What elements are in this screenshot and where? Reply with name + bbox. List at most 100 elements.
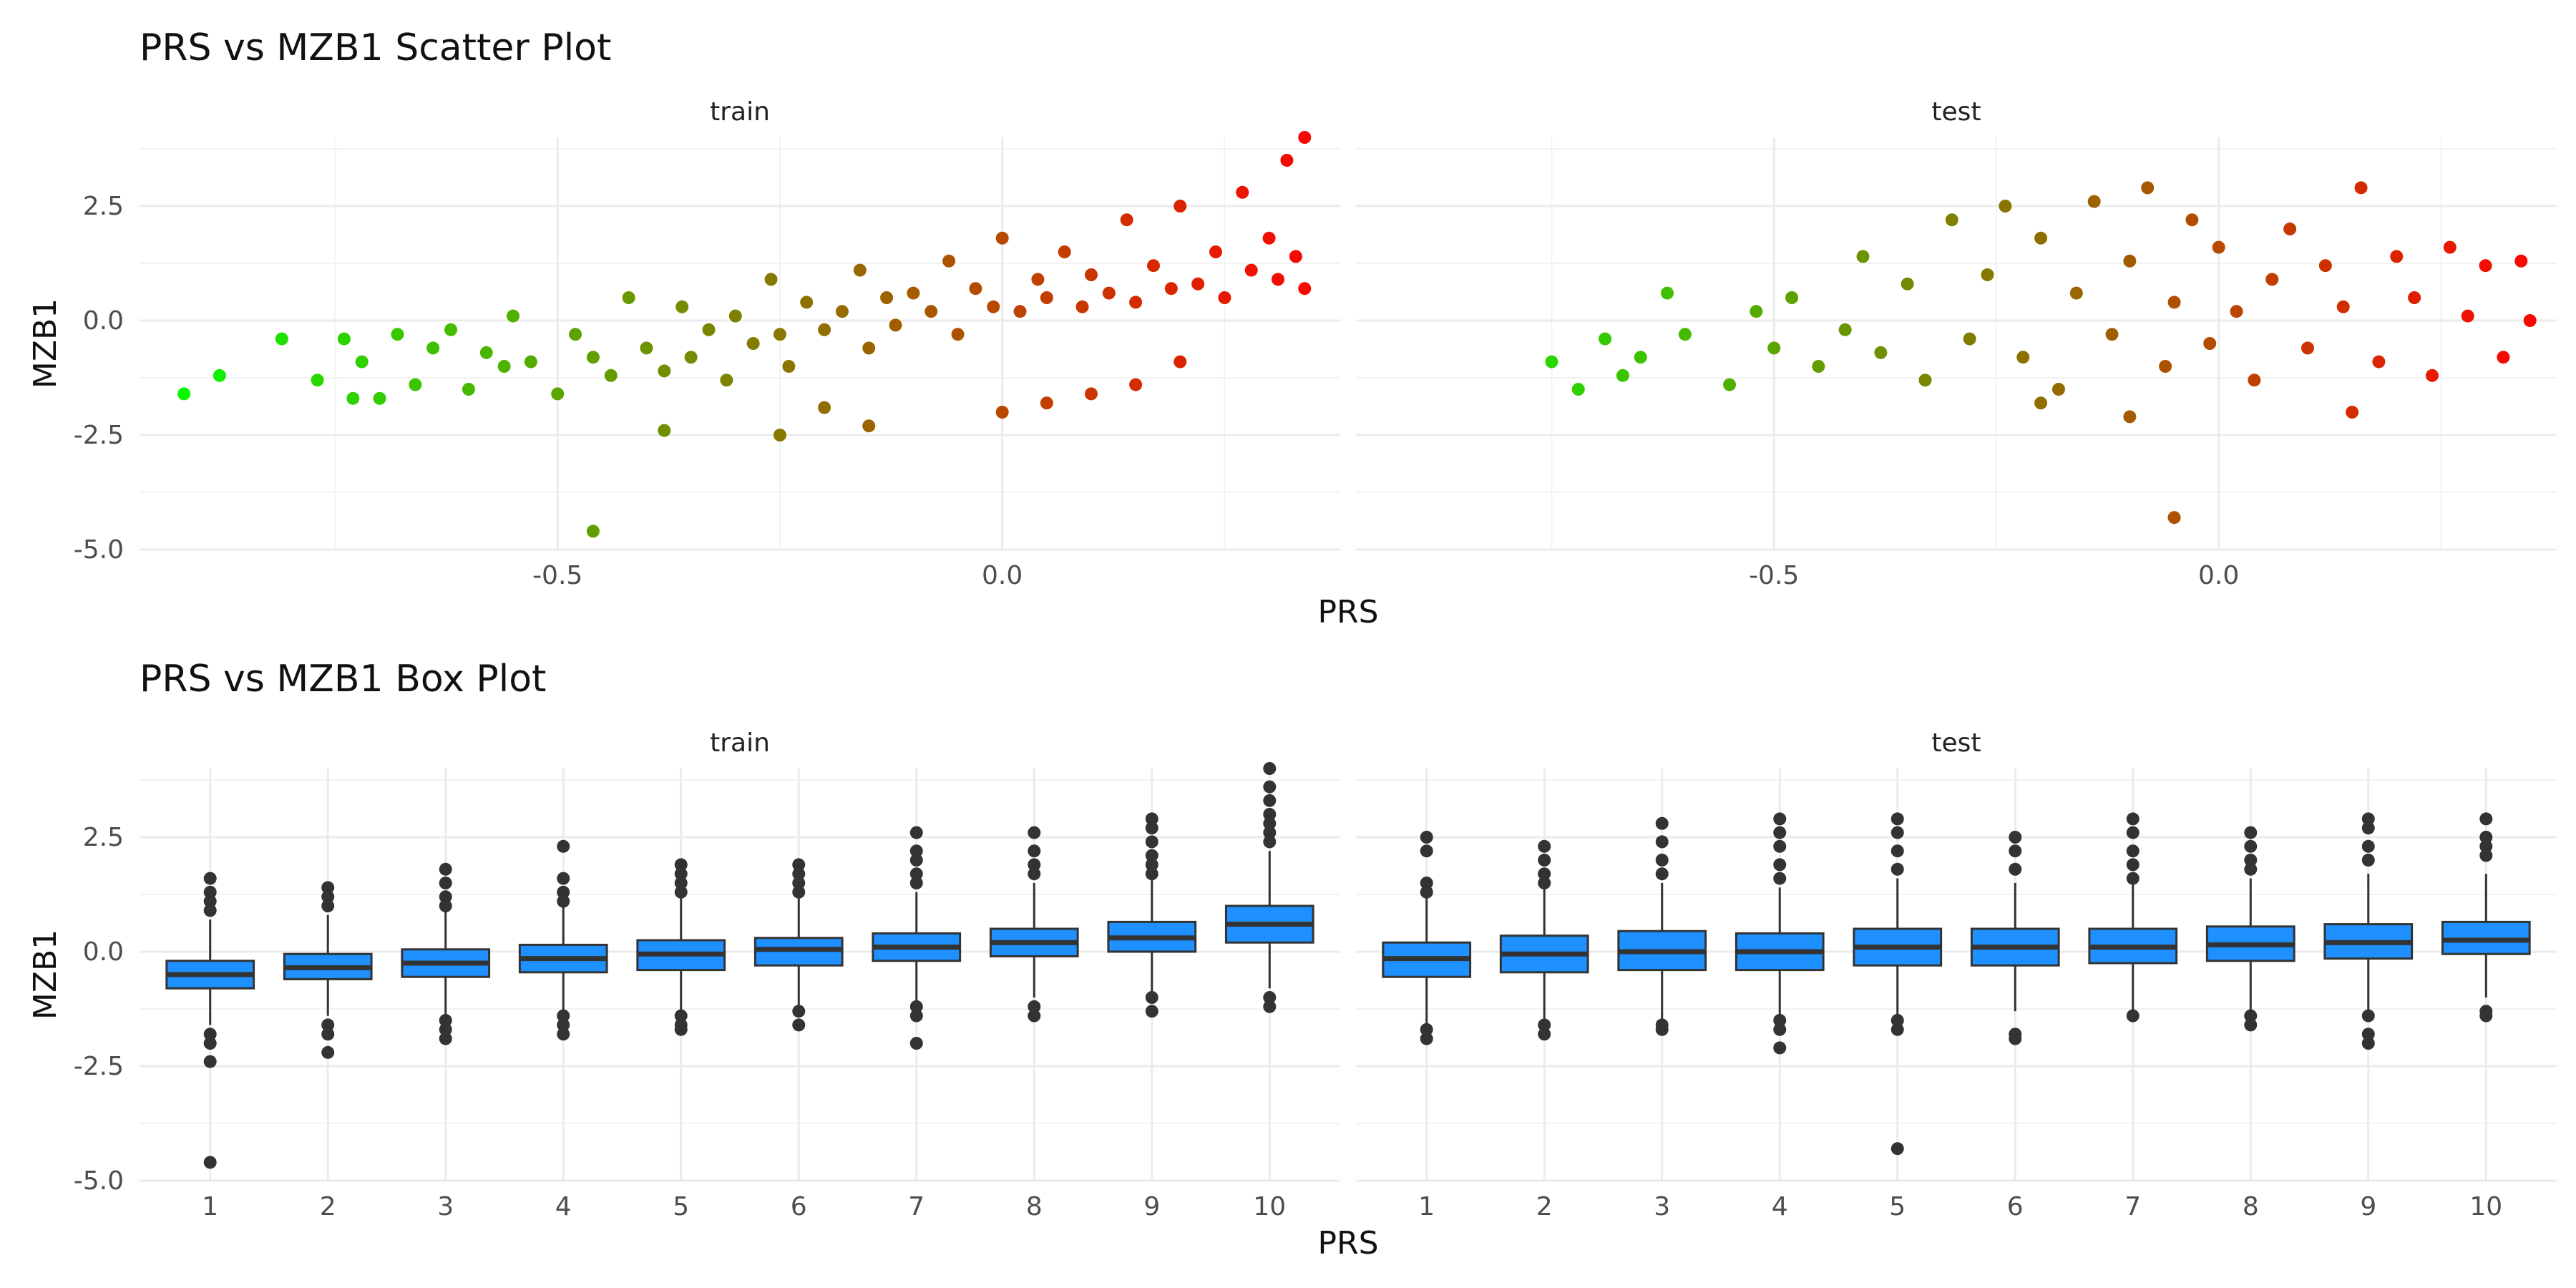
scatter-point bbox=[337, 332, 351, 346]
outlier-point bbox=[203, 904, 217, 917]
scatter-point bbox=[987, 300, 1000, 313]
box-9 bbox=[2323, 812, 2414, 1050]
outlier-point bbox=[1145, 991, 1158, 1004]
y-tick-label: -2.5 bbox=[74, 421, 124, 450]
outlier-point bbox=[1263, 1000, 1277, 1013]
scatter-point bbox=[2123, 410, 2137, 424]
scatter-point bbox=[773, 429, 786, 441]
scatter-point bbox=[2203, 337, 2217, 350]
scatter-point bbox=[1031, 273, 1045, 286]
outlier-point bbox=[1773, 1014, 1787, 1027]
outlier-point bbox=[439, 899, 452, 912]
scatter-point bbox=[1084, 268, 1098, 281]
outlier-point bbox=[674, 885, 688, 899]
scatter-point bbox=[1218, 291, 1231, 304]
outlier-point bbox=[203, 894, 217, 908]
scatter-point bbox=[1271, 273, 1284, 286]
outlier-point bbox=[1145, 858, 1158, 872]
scatter-point bbox=[2523, 314, 2537, 327]
scatter-point bbox=[2087, 195, 2101, 208]
box-5 bbox=[1853, 812, 1943, 1156]
outlier-point bbox=[1420, 844, 1433, 858]
outlier-point bbox=[1655, 835, 1669, 849]
scatter-point bbox=[1129, 378, 1143, 391]
scatter-point bbox=[1129, 296, 1143, 309]
x-tick-label: 10 bbox=[2469, 1192, 2502, 1221]
scatter-point bbox=[1999, 200, 2012, 213]
scatter-point bbox=[2425, 369, 2439, 382]
scatter-point bbox=[818, 323, 831, 336]
scatter-point bbox=[835, 305, 849, 318]
box-strip-test: test bbox=[1931, 728, 1981, 758]
scatter-point bbox=[995, 406, 1009, 419]
outlier-point bbox=[909, 854, 923, 867]
scatter-point bbox=[2283, 223, 2297, 235]
outlier-point bbox=[792, 1005, 806, 1018]
scatter-point bbox=[2354, 181, 2368, 195]
box-4 bbox=[518, 839, 608, 1041]
outlier-point bbox=[1028, 858, 1041, 872]
box-6 bbox=[753, 858, 844, 1032]
outlier-point bbox=[1773, 858, 1787, 872]
outlier-point bbox=[1028, 867, 1041, 881]
scatter-point bbox=[969, 282, 982, 296]
scatter-point bbox=[1901, 277, 1914, 291]
outlier-point bbox=[203, 1055, 217, 1068]
box-8 bbox=[2205, 826, 2296, 1032]
outlier-point bbox=[1263, 808, 1277, 821]
scatter-point bbox=[1244, 263, 1258, 277]
outlier-point bbox=[674, 867, 688, 881]
outlier-point bbox=[2361, 812, 2375, 826]
outlier-point bbox=[439, 1014, 452, 1027]
x-tick-label: 4 bbox=[555, 1192, 572, 1221]
scatter-point bbox=[1945, 213, 1958, 227]
outlier-point bbox=[674, 1009, 688, 1023]
box-10 bbox=[2441, 812, 2531, 1023]
scatter-point bbox=[658, 424, 671, 437]
outlier-point bbox=[557, 872, 570, 885]
scatter-point bbox=[2346, 406, 2359, 419]
scatter-point bbox=[2336, 300, 2350, 313]
scatter-point bbox=[720, 374, 733, 387]
outlier-point bbox=[2479, 812, 2493, 826]
scatter-point bbox=[2016, 351, 2030, 364]
outlier-point bbox=[1028, 1009, 1041, 1023]
x-tick-label: 0.0 bbox=[982, 561, 1023, 590]
outlier-point bbox=[439, 1032, 452, 1045]
outlier-point bbox=[1263, 991, 1277, 1004]
outlier-point bbox=[1028, 826, 1041, 839]
outlier-point bbox=[1028, 1000, 1041, 1013]
outlier-point bbox=[203, 872, 217, 885]
outlier-point bbox=[909, 877, 923, 889]
outlier-point bbox=[2009, 844, 2022, 858]
scatter-point bbox=[1040, 396, 1053, 410]
scatter-point bbox=[1075, 300, 1089, 313]
outlier-point bbox=[1655, 854, 1669, 867]
scatter-point bbox=[782, 360, 796, 373]
scatter-point bbox=[1838, 323, 1852, 336]
scatter-point bbox=[391, 328, 404, 341]
outlier-point bbox=[203, 1037, 217, 1050]
box-panel-train: 1 2 3 4 5 6 7 8 9 10 -5.0 -2.5 0.0 2.5 bbox=[74, 762, 1340, 1221]
box-strip-train: train bbox=[710, 728, 770, 758]
outlier-point bbox=[1145, 812, 1158, 826]
outlier-point bbox=[1145, 867, 1158, 881]
scatter-point bbox=[942, 254, 956, 268]
scatter-point bbox=[853, 263, 867, 277]
y-tick-label: 0.0 bbox=[83, 306, 124, 336]
x-tick-label: 9 bbox=[2360, 1192, 2376, 1221]
outlier-point bbox=[2009, 831, 2022, 844]
y-tick-label: 2.5 bbox=[83, 192, 124, 221]
outlier-point bbox=[792, 867, 806, 881]
outlier-point bbox=[1145, 849, 1158, 862]
scatter-point bbox=[675, 300, 689, 313]
x-tick-label: 0.0 bbox=[2198, 561, 2239, 590]
scatter-point bbox=[2390, 250, 2404, 263]
outlier-point bbox=[439, 862, 452, 876]
outlier-point bbox=[2361, 821, 2375, 835]
outlier-point bbox=[909, 844, 923, 858]
scatter-point bbox=[1874, 346, 1888, 359]
outlier-point bbox=[1145, 835, 1158, 849]
outlier-point bbox=[321, 881, 335, 894]
